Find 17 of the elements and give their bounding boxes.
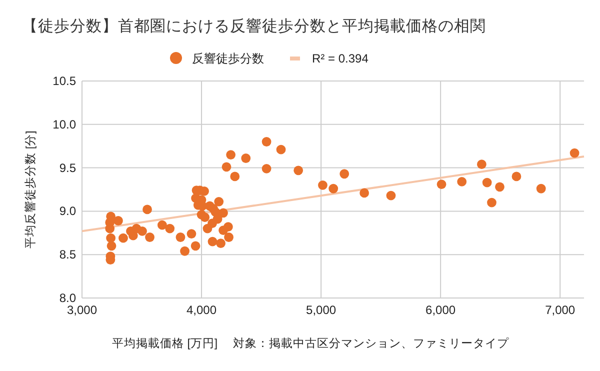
text: 対象：掲載中古区分マンション、ファミリータイプ (233, 336, 510, 350)
y-tick-label: 8.0 (59, 291, 76, 305)
y-axis-title: 平均反響徒歩分数 [分] (23, 130, 37, 248)
x-tick-label: 6,000 (426, 303, 456, 317)
y-tick-label: 9.0 (59, 204, 76, 218)
x-tick-label: 5,000 (306, 303, 336, 317)
chart-title: 【徒歩分数】首都圏における反響徒歩分数と平均掲載価格の相関 (22, 17, 486, 35)
x-tick-label: 3,000 (66, 303, 98, 317)
x-tick-label: 4,000 (186, 303, 217, 317)
x-axis-title: 平均掲載価格 [万円] (112, 337, 218, 350)
y-tick-label: 9.5 (59, 160, 76, 175)
legend-label: 反響徒歩分数 (192, 52, 264, 66)
y-tick-label: 10.0 (52, 117, 76, 132)
y-tick-label: 8.5 (59, 248, 76, 262)
legend-label: R² = 0.394 (312, 52, 369, 66)
y-tick-label: 10.5 (52, 74, 76, 88)
x-tick-label: 7,000 (545, 303, 576, 317)
